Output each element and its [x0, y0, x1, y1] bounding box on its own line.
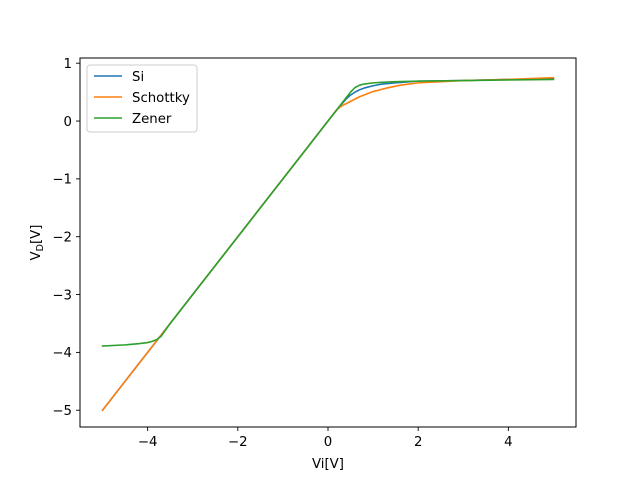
- y-axis-ticks: −5 −4 −3 −2 −1 0 1: [52, 57, 80, 419]
- y-tick-label: −4: [52, 346, 72, 361]
- x-axis-label: Vi[V]: [312, 457, 344, 472]
- series-line-zener: [101, 78, 555, 347]
- y-axis-label-unit: [V]: [29, 225, 44, 244]
- y-axis-label-main: V: [29, 251, 44, 260]
- x-tick-label: −2: [228, 435, 248, 450]
- y-tick-label: 1: [64, 57, 72, 72]
- x-axis-ticks: −4 −2 0 2 4: [138, 427, 513, 450]
- legend: Si Schottky Zener: [86, 64, 198, 133]
- legend-label-schottky: Schottky: [132, 91, 190, 106]
- legend-label-si: Si: [132, 70, 144, 85]
- y-axis-label: VD[V]: [29, 225, 46, 261]
- x-tick-label: 0: [324, 435, 332, 450]
- legend-box: [86, 64, 198, 133]
- y-tick-label: −5: [52, 404, 72, 419]
- y-axis-label-subscript: D: [35, 244, 46, 251]
- legend-label-zener: Zener: [132, 112, 172, 127]
- plot-lines: [101, 76, 555, 412]
- x-tick-label: −4: [138, 435, 158, 450]
- y-tick-label: −1: [52, 173, 72, 188]
- x-tick-label: 4: [504, 435, 512, 450]
- y-tick-label: −2: [52, 231, 72, 246]
- x-tick-label: 2: [414, 435, 422, 450]
- y-tick-label: 0: [64, 115, 72, 130]
- y-tick-label: −3: [52, 288, 72, 303]
